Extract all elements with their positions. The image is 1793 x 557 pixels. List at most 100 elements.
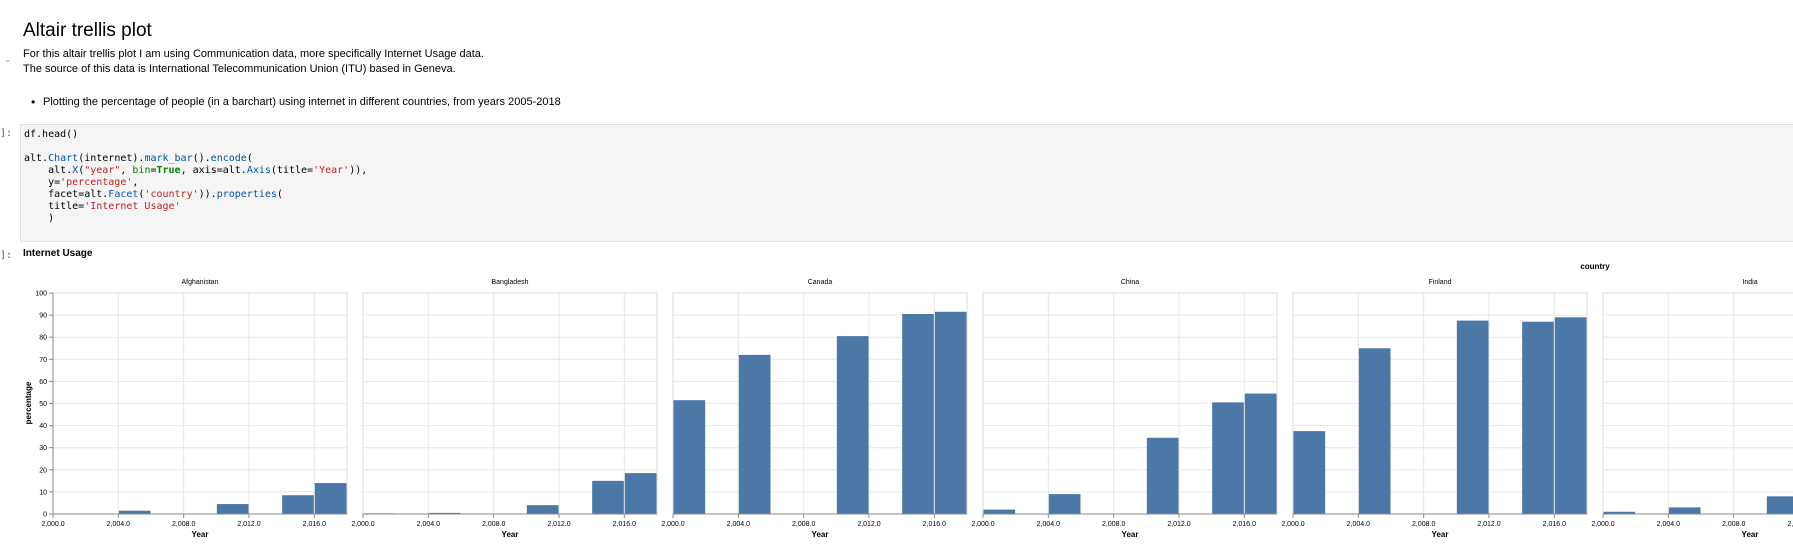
bar [934,311,967,514]
y-tick-label: 100 [35,291,47,298]
bar [118,510,151,514]
x-tick-label: 2,000.0 [971,521,994,528]
bar [282,495,314,514]
bar [902,313,934,514]
bar [1244,393,1277,514]
bar [983,509,1016,514]
bar [624,473,657,514]
facet-label: Canada [808,279,833,286]
bar [216,504,249,514]
notebook-heading: Altair trellis plot [23,20,152,41]
x-tick-label: 2,016.0 [303,521,326,528]
code-cell[interactable]: df.head() alt.Chart(internet).mark_bar()… [20,124,1793,242]
code-line-3: alt.Chart(internet).mark_bar().encode( [24,153,253,164]
bar [1603,511,1636,514]
x-tick-label: 2,012.0 [1787,521,1793,528]
bar [1146,437,1179,514]
output-cell-prompt: ]: [0,250,13,261]
facet-china: 2,000.0 2,004.0 2,008.0 2,012.0 2,016.0 China… [971,279,1278,539]
x-axis-title: Year [192,530,209,539]
bar [1358,348,1391,514]
y-tick-label: 40 [39,423,47,430]
bar [428,512,461,514]
x-tick-label: 2,012.0 [857,521,880,528]
bar [1048,494,1081,514]
x-axis-title: Year [812,530,829,539]
y-tick-label: 30 [39,445,47,452]
bar [1456,320,1489,514]
intro-text-line-1: For this altair trellis plot I am using … [23,48,484,60]
x-tick-label: 2,012.0 [547,521,570,528]
facet-finland: 2,000.0 2,004.0 2,008.0 2,012.0 2,016.0 Finla… [1281,279,1588,539]
code-line-1: df.head() [24,129,79,140]
x-tick-label: 2,008.0 [482,521,505,528]
facet-title: country [1580,262,1610,271]
x-tick-label: 2,004.0 [1657,521,1680,528]
x-tick-label: 2,004.0 [1347,521,1370,528]
x-tick-label: 2,004.0 [107,521,130,528]
y-tick-label: 20 [39,467,47,474]
y-tick-label: 90 [39,313,47,320]
x-tick-label: 2,016.0 [923,521,946,528]
facet-label: Bangladesh [492,279,529,286]
bullet-item: Plotting the percentage of people (in a … [31,95,561,109]
x-tick-label: 2,004.0 [417,521,440,528]
x-tick-label: 2,000.0 [1591,521,1614,528]
x-tick-label: 2,008.0 [792,521,815,528]
bar [1668,507,1701,514]
x-tick-label: 2,008.0 [172,521,195,528]
bar [1293,431,1326,514]
bar [1522,321,1554,514]
code-cell-prompt: ]: [0,128,13,139]
x-axis-title: Year [502,530,519,539]
bar [314,483,347,514]
intro-text-line-2: The source of this data is International… [23,63,456,75]
code-line-6: facet=alt.Facet('country')).properties( [24,189,283,200]
x-tick-label: 2,000.0 [41,521,64,528]
bar [1212,402,1244,514]
bar [592,480,624,514]
facet-bangladesh: 2,000.0 2,004.0 2,008.0 2,012.0 2,016.0 Bangl… [351,279,658,539]
y-tick-label: 80 [39,335,47,342]
y-axis-title: percentage [24,381,33,424]
x-tick-label: 2,012.0 [237,521,260,528]
facet-label: Finland [1429,279,1452,286]
x-axis-title: Year [1432,530,1449,539]
x-tick-label: 2,000.0 [1281,521,1304,528]
x-axis-title: Year [1742,530,1759,539]
facet-india: 2,000.02,004.02,008.02,012.02,016.0India… [1591,279,1793,539]
bar [1766,496,1793,514]
x-tick-label: 2,000.0 [351,521,374,528]
y-tick-label: 70 [39,357,47,364]
x-tick-label: 2,000.0 [661,521,684,528]
x-tick-label: 2,012.0 [1477,521,1500,528]
y-tick-label: 50 [39,401,47,408]
collapse-caret-icon[interactable]: ⌄ [4,54,12,64]
x-tick-label: 2,008.0 [1102,521,1125,528]
code-line-7: title='Internet Usage' [24,201,181,212]
x-axis-title: Year [1122,530,1139,539]
chart-title: Internet Usage [23,248,93,259]
x-tick-label: 2,016.0 [1233,521,1256,528]
x-tick-label: 2,016.0 [613,521,636,528]
facet-label: China [1121,279,1139,286]
x-tick-label: 2,008.0 [1412,521,1435,528]
y-tick-label: 10 [39,489,47,496]
y-tick-label: 60 [39,379,47,386]
bar [1554,317,1587,514]
bar [526,505,559,514]
code-line-8: ) [24,213,55,224]
bar [836,336,869,514]
facet-afghanistan: 2,000.0 2,004.0 2,008.0 2,012.0 2,016.0 Afgha… [35,279,348,539]
code-line-4: alt.X("year", bin=True, axis=alt.Axis(ti… [24,165,368,176]
x-tick-label: 2,004.0 [727,521,750,528]
code-line-5: y='percentage', [24,177,139,188]
x-tick-label: 2,016.0 [1543,521,1566,528]
bar [673,400,706,514]
y-tick-label: 0 [43,512,47,519]
facet-label: India [1742,279,1757,286]
facet-label: Afghanistan [182,279,219,286]
x-tick-label: 2,012.0 [1167,521,1190,528]
x-tick-label: 2,004.0 [1037,521,1060,528]
